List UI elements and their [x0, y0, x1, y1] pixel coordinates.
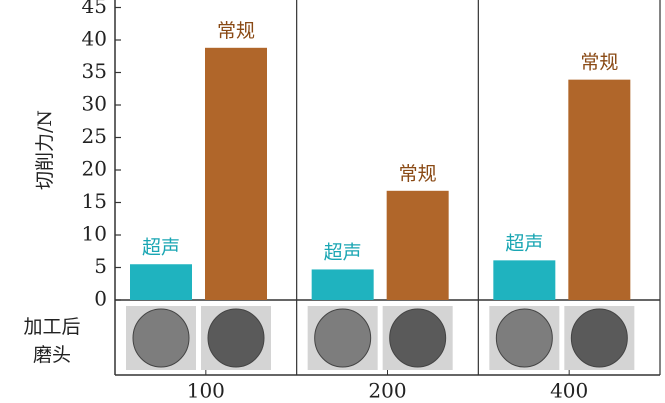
y-tick-label: 45	[82, 0, 107, 18]
x-tick-label: 100	[187, 379, 225, 403]
bar-series-label: 超声	[142, 236, 180, 258]
bar-series-label: 常规	[217, 20, 255, 42]
photo-tool	[570, 308, 628, 368]
bar	[205, 47, 267, 300]
bar-series-label: 常规	[580, 52, 618, 74]
bar	[493, 260, 556, 300]
bar-series-label: 超声	[505, 232, 543, 254]
bar-series-label: 常规	[399, 163, 437, 185]
photo-tool	[132, 308, 190, 368]
row-label: 加工后	[23, 316, 80, 338]
bar-series-label: 超声	[324, 241, 362, 263]
y-tick-label: 35	[82, 59, 107, 83]
bar	[386, 190, 449, 300]
photo-tool	[389, 308, 447, 368]
photo-tool	[495, 308, 553, 368]
photo-tool	[207, 308, 265, 368]
x-tick-label: 200	[368, 379, 406, 403]
y-tick-label: 5	[94, 254, 107, 278]
y-tick-label: 20	[82, 157, 107, 181]
row-label: 磨头	[33, 344, 71, 366]
y-tick-label: 0	[94, 287, 107, 311]
photo-tool	[314, 308, 372, 368]
y-tick-label: 15	[82, 189, 107, 213]
y-tick-label: 30	[82, 92, 107, 116]
x-tick-label: 400	[550, 379, 588, 403]
y-tick-label: 10	[82, 222, 107, 246]
y-tick-label: 25	[82, 124, 107, 148]
y-axis-title: 切削力/N	[34, 110, 56, 190]
bar	[568, 79, 631, 301]
bar	[130, 264, 192, 300]
bar	[311, 269, 374, 300]
y-tick-label: 40	[82, 27, 107, 51]
